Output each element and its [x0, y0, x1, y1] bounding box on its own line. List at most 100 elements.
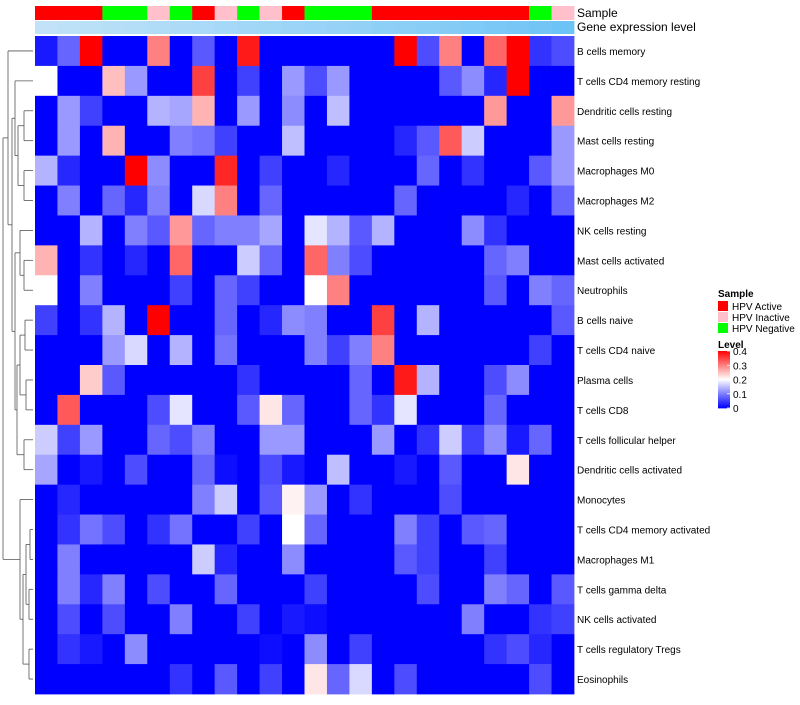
row-label: Eosinophils	[577, 675, 628, 686]
heatmap-cell	[35, 544, 58, 575]
legend-colorbar-segment	[718, 398, 730, 400]
heatmap-cell	[57, 125, 81, 157]
heatmap-cell	[79, 424, 103, 456]
heatmap-cell	[282, 664, 305, 695]
heatmap-cell	[506, 604, 530, 635]
heatmap-cell	[371, 65, 395, 97]
sample-annotation-cell	[349, 6, 373, 20]
legend-colorbar-segment	[718, 389, 730, 392]
heatmap-cell	[416, 394, 440, 426]
heatmap-cell	[416, 185, 440, 216]
heatmap-cell	[371, 365, 395, 396]
heatmap-cell	[484, 155, 508, 186]
heatmap-cell	[461, 604, 485, 635]
expression-annotation-cell	[484, 21, 508, 34]
heatmap-cell	[147, 305, 171, 336]
heatmap-cell	[326, 634, 350, 665]
heatmap-cell	[147, 424, 171, 456]
legend-colorbar-segment	[718, 404, 730, 406]
row-label: B cells naive	[577, 316, 634, 327]
heatmap-cell	[506, 335, 530, 366]
heatmap-cell	[57, 245, 81, 276]
legend-sample-label: HPV Inactive	[732, 313, 790, 324]
heatmap-cell	[461, 36, 485, 67]
expression-annotation-cell	[416, 21, 440, 34]
row-label: B cells memory	[577, 47, 645, 58]
heatmap-cell	[259, 36, 283, 67]
heatmap-cell	[394, 514, 418, 545]
heatmap-cell	[102, 544, 126, 575]
heatmap-cell	[214, 65, 238, 97]
heatmap-cell	[529, 215, 552, 246]
legend-colorbar-segment	[718, 384, 730, 386]
heatmap-cell	[147, 574, 171, 605]
heatmap-cell	[169, 185, 193, 216]
heatmap-cell	[124, 454, 148, 486]
heatmap-cell	[237, 125, 260, 157]
row-label: Mast cells resting	[577, 137, 654, 148]
heatmap-cell	[371, 664, 395, 695]
heatmap-cell	[169, 424, 193, 456]
legend-sample-title: Sample	[718, 289, 754, 300]
heatmap-cell	[35, 36, 58, 67]
expression-annotation-cell	[214, 21, 238, 34]
heatmap-cell	[416, 65, 440, 97]
heatmap-cell	[439, 424, 463, 456]
heatmap-cell	[259, 454, 283, 486]
heatmap-cell	[147, 394, 171, 426]
heatmap-cell	[192, 544, 216, 575]
heatmap-cell	[484, 125, 508, 157]
heatmap-cell	[416, 95, 440, 127]
heatmap-cell	[147, 664, 171, 695]
heatmap-cell	[124, 185, 148, 216]
heatmap-cell	[192, 365, 216, 396]
heatmap-cell	[237, 36, 260, 67]
heatmap-cell	[79, 155, 103, 186]
heatmap-cell	[416, 634, 440, 665]
heatmap-cell	[259, 335, 283, 366]
heatmap-cell	[416, 365, 440, 396]
heatmap-cell	[214, 664, 238, 695]
heatmap-cell	[439, 36, 463, 67]
heatmap-cell	[349, 65, 373, 97]
legend-sample-label: HPV Active	[732, 302, 782, 313]
heatmap-cell	[349, 95, 373, 127]
heatmap-cell	[304, 634, 328, 665]
heatmap-cell	[102, 574, 126, 605]
heatmap-cell	[169, 574, 193, 605]
sample-annotation-cell	[529, 6, 552, 20]
heatmap-cell	[282, 634, 305, 665]
heatmap-cell	[371, 335, 395, 366]
row-label: NK cells resting	[577, 226, 646, 237]
heatmap-cell	[371, 215, 395, 246]
heatmap-cell	[371, 394, 395, 426]
heatmap-cell	[371, 454, 395, 486]
expression-annotation-cell	[551, 21, 575, 34]
legend-colorbar-segment	[718, 369, 730, 371]
heatmap-cell	[102, 664, 126, 695]
heatmap-cell	[237, 454, 260, 486]
heatmap-cell	[304, 65, 328, 97]
heatmap-cell	[282, 65, 305, 97]
heatmap-cell	[57, 514, 81, 545]
heatmap-cell	[147, 65, 171, 97]
heatmap-cell	[35, 454, 58, 486]
heatmap-cell	[349, 365, 373, 396]
heatmap-cell	[439, 574, 463, 605]
legend-colorbar-segment	[718, 374, 730, 377]
heatmap-cell	[237, 424, 260, 456]
heatmap-cell	[282, 424, 305, 456]
heatmap-cell	[416, 604, 440, 635]
heatmap-cell	[461, 484, 485, 515]
heatmap-cell	[484, 514, 508, 545]
heatmap-cell	[484, 365, 508, 396]
heatmap-cell	[35, 215, 58, 246]
expression-annotation-cell	[282, 21, 305, 34]
heatmap-cell	[192, 245, 216, 276]
heatmap-cell	[214, 185, 238, 216]
heatmap-cell	[102, 484, 126, 515]
heatmap-cell	[192, 305, 216, 336]
heatmap-cell	[439, 185, 463, 216]
sample-annotation-cell	[147, 6, 171, 20]
expression-annotation-cell	[439, 21, 463, 34]
